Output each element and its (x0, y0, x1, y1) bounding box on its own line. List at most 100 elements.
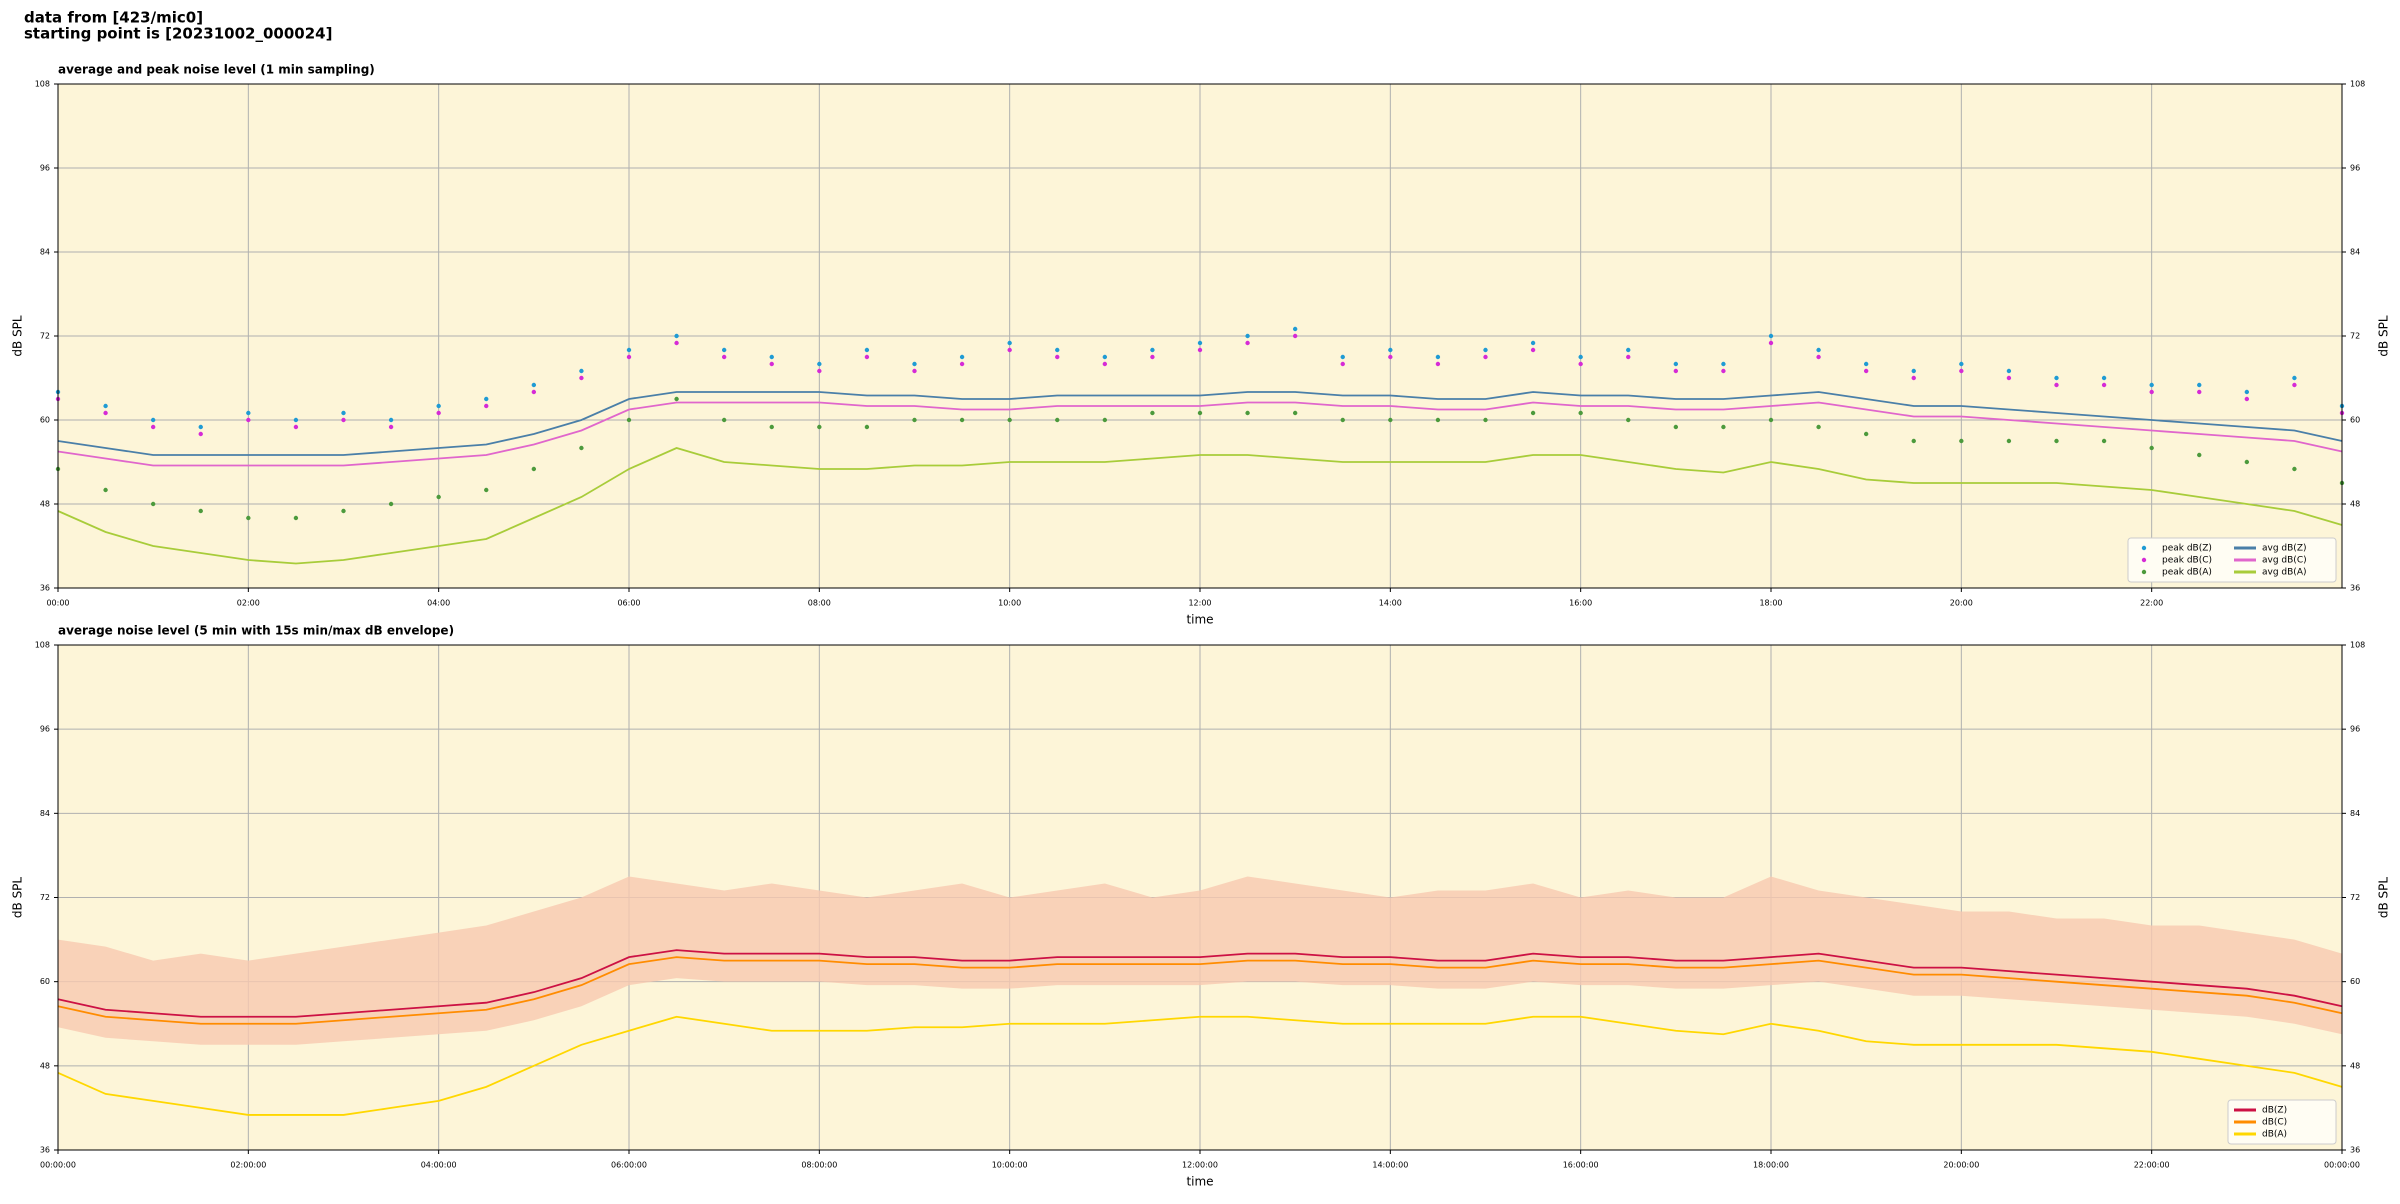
peak-point (579, 375, 584, 381)
x-tick-label: 12:00 (1188, 599, 1211, 608)
peak-point (1340, 361, 1345, 367)
peak-point (1911, 438, 1916, 444)
peak-point (293, 515, 299, 521)
peak-point (817, 424, 822, 430)
peak-point (1388, 347, 1393, 353)
peak-point (2197, 452, 2202, 458)
peak-point (1435, 354, 1441, 360)
peak-point (1197, 347, 1203, 353)
x-tick-label: 14:00 (1379, 599, 1402, 608)
peak-point (1388, 354, 1393, 360)
peak-point (1197, 410, 1203, 416)
peak-point (1340, 354, 1345, 360)
peak-point (864, 424, 870, 430)
y-tick-label: 48 (40, 500, 50, 509)
peak-point (1292, 326, 1298, 332)
peak-point (1673, 368, 1679, 374)
y-tick-label: 96 (40, 725, 50, 734)
peak-point (103, 487, 108, 493)
legend-label: peak dB(Z) (2162, 544, 2212, 554)
peak-point (2054, 375, 2059, 381)
x-tick-label: 22:00:00 (2134, 1161, 2170, 1170)
series-line (57, 401, 2343, 467)
peak-point (1626, 347, 1631, 353)
y2-tick-label: 108 (2350, 80, 2365, 89)
peak-point (1150, 354, 1155, 360)
peak-point (1102, 354, 1108, 360)
legend-label: peak dB(A) (2162, 568, 2212, 578)
peak-point (2054, 382, 2059, 388)
peak-point (484, 403, 489, 409)
x-tick-label: 12:00:00 (1182, 1161, 1218, 1170)
series-line (57, 391, 2343, 456)
x-tick-label: 22:00 (2140, 599, 2163, 608)
peak-point (1578, 410, 1583, 416)
x-tick-label: 06:00 (617, 599, 640, 608)
peak-point (1007, 347, 1012, 353)
peak-point (1102, 417, 1108, 423)
peak-point (484, 487, 489, 493)
peak-point (436, 410, 441, 416)
x-axis-label: time (1186, 613, 1213, 627)
peak-point (2244, 396, 2250, 402)
peak-point (198, 424, 203, 430)
peak-point (388, 501, 394, 507)
y-axis-label: dB SPL (11, 877, 25, 919)
x-tick-label: 16:00:00 (1563, 1161, 1599, 1170)
peak-point (1626, 417, 1631, 423)
peak-point (1245, 333, 1250, 339)
peak-point (1768, 417, 1774, 423)
peak-point (2149, 382, 2154, 388)
peak-point (1435, 417, 1441, 423)
legend: dB(Z) dB(C) dB(A) (2227, 1099, 2337, 1145)
peak-point (1530, 340, 1536, 346)
peak-point (721, 347, 727, 353)
peak-point (579, 445, 584, 451)
peak-point (2006, 375, 2012, 381)
peak-point (2197, 389, 2202, 395)
x-tick-label: 20:00 (1950, 599, 1973, 608)
y-tick-label: 36 (40, 1146, 50, 1155)
x-tick-label: 10:00:00 (992, 1161, 1028, 1170)
peak-point (150, 501, 156, 507)
y2-axis-label: dB SPL (2377, 877, 2391, 919)
peak-point (1673, 361, 1679, 367)
legend-label: dB(A) (2262, 1130, 2287, 1140)
series-line (57, 956, 2343, 1025)
peak-point (1816, 354, 1821, 360)
peak-point (2054, 438, 2059, 444)
legend-label: peak dB(C) (2162, 556, 2212, 566)
peak-point (1007, 417, 1012, 423)
peak-point (531, 382, 537, 388)
y-tick-label: 96 (40, 164, 50, 173)
peak-point (341, 508, 346, 514)
legend-label: avg dB(A) (2262, 568, 2306, 578)
peak-point (769, 424, 774, 430)
peak-point (864, 354, 870, 360)
y2-tick-label: 72 (2350, 893, 2360, 902)
peak-point (959, 417, 965, 423)
peak-point (959, 361, 965, 367)
y-tick-label: 84 (40, 809, 50, 818)
x-tick-label: 00:00 (46, 599, 69, 608)
peak-point (912, 368, 917, 374)
x-axis-label: time (1186, 1175, 1213, 1189)
peak-point (1150, 347, 1155, 353)
legend: peak dB(Z) peak dB(C) peak dB(A) avg dB(Z) a… (2127, 537, 2337, 583)
peak-point (721, 417, 727, 423)
peak-point (1721, 361, 1726, 367)
peak-point (1863, 361, 1869, 367)
legend-label: avg dB(Z) (2262, 544, 2307, 554)
y2-tick-label: 60 (2350, 416, 2360, 425)
peak-point (1245, 410, 1250, 416)
y2-tick-label: 48 (2350, 500, 2360, 509)
legend-marker (2141, 545, 2147, 551)
x-tick-label: 18:00:00 (1753, 1161, 1789, 1170)
x-tick-label: 04:00:00 (421, 1161, 457, 1170)
peak-point (436, 403, 441, 409)
y2-axis-label: dB SPL (2377, 315, 2391, 357)
x-tick-label: 00:00:00 (40, 1161, 76, 1170)
peak-point (484, 396, 489, 402)
y-tick-label: 72 (40, 893, 50, 902)
